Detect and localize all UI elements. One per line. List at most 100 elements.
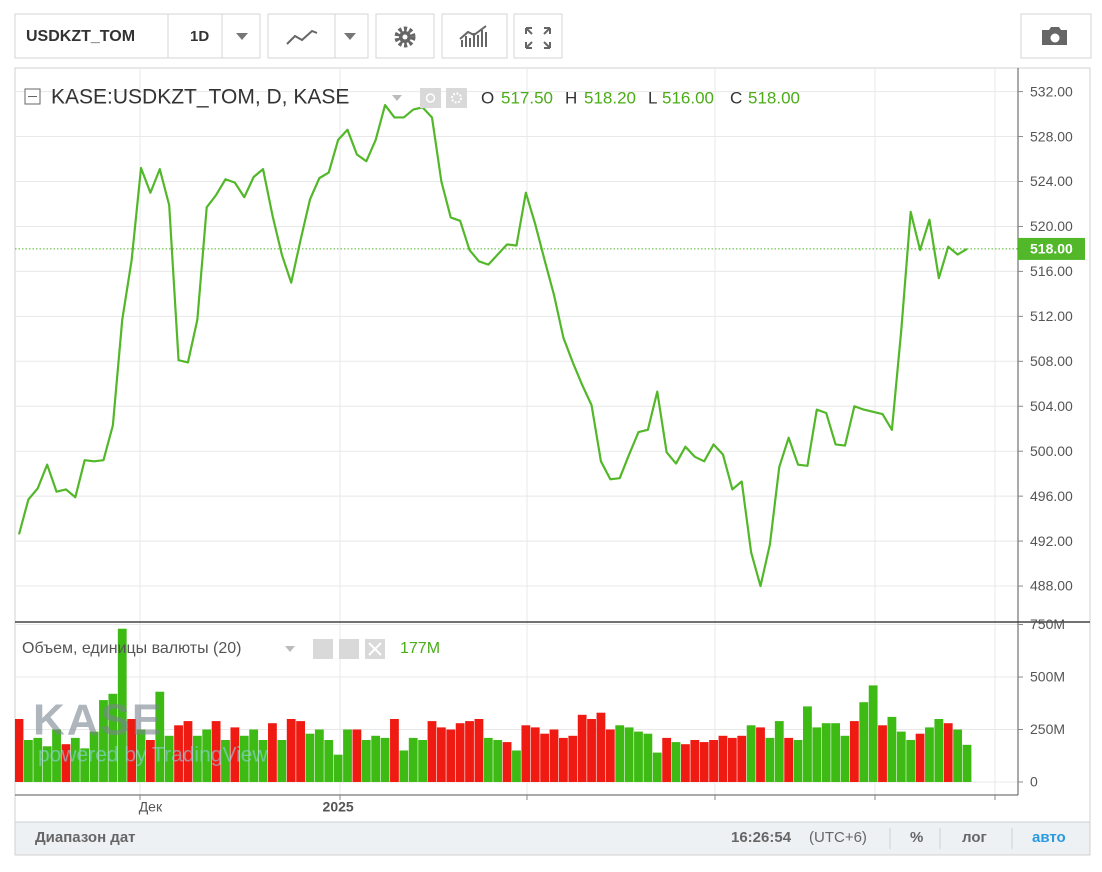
volume-bar (596, 712, 606, 782)
volume-title: Объем, единицы валюты (20) (22, 640, 242, 657)
log-toggle[interactable]: лог (962, 829, 987, 846)
volume-bar (352, 729, 362, 782)
volume-bar (925, 727, 934, 782)
y-tick-label: 496.00 (1030, 488, 1073, 504)
main-legend: KASE:USDKZT_TOM, D, KASE O 517.50 H 518.… (24, 86, 800, 109)
y-tick-label: 500.00 (1030, 443, 1073, 459)
volume-bar (23, 739, 33, 782)
volume-bar (662, 737, 672, 782)
price-pane (17, 103, 968, 588)
volume-bar (192, 735, 202, 782)
ohlc-value: 518.20 (584, 88, 636, 107)
chart-frame (14, 67, 1091, 823)
volume-bar (718, 735, 728, 782)
volume-bar (634, 731, 643, 782)
fullscreen-icon (525, 27, 551, 49)
percent-toggle[interactable]: % (910, 829, 923, 846)
volume-bar (15, 718, 24, 782)
volume-bar (89, 731, 99, 782)
dropdown-arrow (236, 33, 248, 40)
volume-bar (333, 754, 343, 782)
ohlc-value: 517.50 (501, 88, 553, 107)
footer-bar: Диапазон дат 16:26:54 (UTC+6) % лог авто (14, 821, 1091, 856)
chart-style-button[interactable] (267, 13, 336, 59)
eye-icon (425, 93, 436, 103)
volume-bar (577, 714, 587, 782)
y-tick-label: 750M (1030, 616, 1065, 632)
volume-bar (33, 737, 43, 782)
volume-bar (803, 706, 812, 782)
visibility-button[interactable] (313, 639, 333, 659)
volume-bar (305, 733, 315, 782)
series-title: KASE:USDKZT_TOM, D, KASE (51, 86, 349, 109)
settings-button[interactable] (446, 88, 467, 108)
volume-bar (765, 737, 775, 782)
watermark-logo: KASE (33, 696, 163, 745)
volume-bar (943, 723, 953, 782)
volume-bar (136, 729, 146, 782)
price-line (17, 103, 968, 588)
symbol-button[interactable] (14, 13, 169, 59)
camera-lens (1050, 33, 1060, 43)
ohlc-label: O (481, 88, 494, 107)
volume-bar (380, 737, 390, 782)
volume-bar (896, 731, 906, 782)
volume-bar (727, 737, 737, 782)
volume-bar (605, 729, 615, 782)
legend-arrow[interactable] (392, 95, 402, 101)
volume-bar (934, 718, 944, 782)
volume-bar (314, 729, 324, 782)
y-tick-label: 0 (1030, 774, 1038, 790)
y-tick-label: 500M (1030, 669, 1065, 685)
symbol[interactable]: USDKZT_TOM (26, 28, 135, 45)
volume-bar (277, 739, 287, 782)
y-tick-label: 250M (1030, 721, 1065, 737)
volume-bar (737, 735, 747, 782)
date-range[interactable]: Диапазон дат (35, 829, 136, 846)
y-tick-label: 488.00 (1030, 578, 1073, 594)
settings-button[interactable] (339, 639, 359, 659)
volume-bar (521, 725, 531, 782)
legend-arrow[interactable] (285, 646, 295, 652)
toolbar: USDKZT_TOM 1D (14, 13, 1092, 59)
volume-bar (502, 742, 512, 782)
volume-bar (436, 727, 446, 782)
volume-bar (493, 739, 503, 782)
y-tick-label: 532.00 (1030, 83, 1073, 99)
ohlc-value: 518.00 (748, 88, 800, 107)
volume-bar (258, 739, 268, 782)
y-tick-label: 520.00 (1030, 218, 1073, 234)
volume-bar (408, 737, 418, 782)
fullscreen-button[interactable] (513, 13, 563, 59)
volume-bar (474, 718, 484, 782)
volume-bar (221, 739, 230, 782)
visibility-button[interactable] (420, 88, 441, 108)
close-icon (368, 642, 382, 656)
gear-icon (402, 34, 408, 40)
volume-bar (746, 725, 756, 782)
interval[interactable]: 1D (190, 28, 209, 45)
watermark: KASE powered by TradingView (33, 696, 268, 767)
footer-background (14, 821, 1091, 856)
volume-bar (512, 750, 521, 782)
volume-bar (446, 729, 456, 782)
last-price-label: 518.00 (1030, 241, 1073, 257)
y-tick-label: 504.00 (1030, 398, 1073, 414)
volume-bar (70, 737, 80, 782)
volume-bar (849, 721, 859, 782)
volume-bar (699, 742, 709, 782)
volume-bar (840, 735, 850, 782)
volume-bar (859, 702, 869, 782)
volume-bar (812, 727, 822, 782)
auto-toggle[interactable]: авто (1032, 829, 1066, 846)
volume-bar (108, 693, 118, 782)
volume-bar (774, 721, 784, 782)
volume-bar (127, 718, 137, 782)
y-tick-label: 492.00 (1030, 533, 1073, 549)
volume-bar (690, 739, 700, 782)
volume-bar (465, 721, 474, 782)
volume-bar (784, 737, 794, 782)
volume-bar (343, 729, 352, 782)
volume-bar (183, 721, 193, 782)
volume-bar (868, 685, 878, 782)
